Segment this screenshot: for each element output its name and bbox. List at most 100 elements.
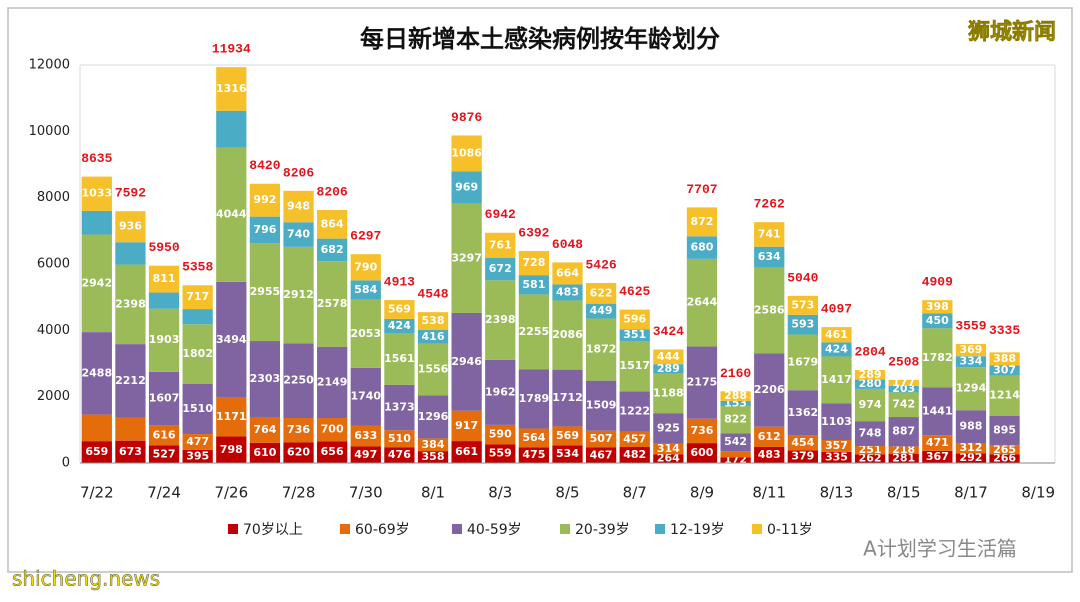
bar-segment bbox=[922, 328, 953, 388]
segment-label: 534 bbox=[556, 447, 579, 460]
segment-label: 527 bbox=[153, 447, 176, 460]
bar-segment bbox=[317, 209, 348, 239]
bar-segment bbox=[182, 309, 213, 325]
segment-label: 616 bbox=[153, 428, 176, 441]
bar-segment bbox=[854, 379, 886, 389]
segment-label: 887 bbox=[892, 425, 915, 438]
bar-segment bbox=[485, 257, 516, 281]
x-tick-label: 7/24 bbox=[147, 484, 181, 502]
bar-segment bbox=[585, 430, 617, 448]
segment-label: 590 bbox=[489, 428, 512, 441]
segment-label: 672 bbox=[489, 262, 512, 275]
bar-segment bbox=[417, 330, 449, 344]
segment-label: 596 bbox=[623, 312, 646, 325]
segment-label: 1510 bbox=[182, 402, 213, 415]
bar-segment bbox=[182, 434, 213, 450]
total-label: 7592 bbox=[115, 186, 146, 201]
total-label: 5950 bbox=[148, 240, 179, 255]
bar-segment bbox=[485, 444, 516, 463]
bar-segment bbox=[653, 413, 684, 444]
bar-segment bbox=[989, 375, 1020, 416]
segment-label: 2488 bbox=[81, 366, 112, 379]
bar-segment bbox=[518, 369, 550, 429]
bar-segment bbox=[384, 430, 415, 448]
legend-swatch bbox=[452, 524, 462, 534]
bar-segment bbox=[888, 453, 919, 463]
segment-label: 2912 bbox=[283, 288, 314, 301]
bar-segment bbox=[720, 405, 751, 434]
segment-label: 822 bbox=[724, 413, 747, 426]
x-tick-label: 7/30 bbox=[349, 484, 383, 502]
segment-label: 1316 bbox=[216, 82, 247, 95]
segment-label: 659 bbox=[85, 445, 108, 458]
segment-label: 357 bbox=[825, 439, 848, 452]
total-label: 3424 bbox=[653, 324, 684, 339]
bar-segment bbox=[216, 436, 247, 463]
bar-segment bbox=[148, 425, 180, 446]
bar-segment bbox=[720, 451, 751, 458]
segment-label: 280 bbox=[859, 377, 882, 390]
segment-label: 661 bbox=[455, 445, 478, 458]
total-label: 8206 bbox=[317, 184, 348, 199]
bar-segment bbox=[283, 222, 314, 247]
bar-segment bbox=[854, 421, 886, 446]
total-label: 4913 bbox=[384, 274, 415, 289]
segment-label: 741 bbox=[758, 227, 781, 240]
bar-segment bbox=[350, 299, 381, 368]
bar-segment bbox=[283, 418, 314, 443]
bar-segment bbox=[854, 370, 886, 380]
total-label: 6048 bbox=[552, 237, 583, 252]
total-label: 6942 bbox=[485, 207, 516, 222]
segment-label: 1712 bbox=[552, 391, 583, 404]
bar-segment bbox=[821, 403, 852, 441]
segment-label: 656 bbox=[321, 445, 344, 458]
total-label: 11934 bbox=[212, 42, 251, 57]
segment-label: 2398 bbox=[485, 313, 516, 326]
bar-segment bbox=[754, 426, 785, 447]
total-label: 3559 bbox=[955, 318, 986, 333]
legend-swatch bbox=[228, 524, 238, 534]
segment-label: 1417 bbox=[821, 373, 852, 386]
segment-label: 1086 bbox=[451, 146, 482, 159]
segment-label: 2398 bbox=[115, 297, 146, 310]
bar-segment bbox=[955, 442, 987, 454]
segment-label: 680 bbox=[690, 241, 713, 254]
bar-segment bbox=[619, 447, 650, 463]
segment-label: 483 bbox=[758, 448, 781, 461]
y-tick-label: 4000 bbox=[37, 323, 70, 338]
segment-label: 542 bbox=[724, 435, 747, 448]
legend-label: 12-19岁 bbox=[670, 522, 725, 538]
segment-label: 1802 bbox=[182, 347, 213, 360]
segment-label: 2053 bbox=[350, 327, 381, 340]
segment-label: 633 bbox=[354, 429, 377, 442]
bar-segment bbox=[384, 332, 415, 385]
total-label: 4909 bbox=[922, 275, 953, 290]
segment-label: 289 bbox=[657, 362, 680, 375]
segment-label: 477 bbox=[186, 435, 209, 448]
segment-label: 471 bbox=[926, 436, 949, 449]
segment-label: 454 bbox=[791, 436, 814, 449]
bar-segment bbox=[552, 300, 583, 370]
bar-segment bbox=[249, 442, 281, 463]
segment-label: 1740 bbox=[350, 390, 381, 403]
segment-label: 266 bbox=[993, 452, 1016, 465]
total-label: 8420 bbox=[249, 158, 280, 173]
segment-label: 728 bbox=[522, 256, 545, 269]
segment-label: 682 bbox=[321, 243, 344, 256]
segment-label: 736 bbox=[287, 423, 310, 436]
x-tick-label: 8/1 bbox=[421, 484, 445, 502]
footer-left: shicheng.news bbox=[12, 567, 160, 591]
bar-segment bbox=[922, 450, 953, 463]
bar-segment bbox=[922, 313, 953, 329]
segment-label: 449 bbox=[590, 304, 613, 317]
bar-segment bbox=[81, 234, 112, 333]
total-label: 8635 bbox=[81, 151, 112, 166]
segment-label: 1214 bbox=[989, 389, 1020, 402]
y-tick-label: 0 bbox=[62, 456, 70, 471]
bar-segment bbox=[821, 356, 852, 404]
bar-segment bbox=[384, 300, 415, 319]
bar-segment bbox=[317, 418, 348, 442]
segment-label: 569 bbox=[388, 302, 411, 315]
y-tick-label: 6000 bbox=[37, 257, 70, 272]
